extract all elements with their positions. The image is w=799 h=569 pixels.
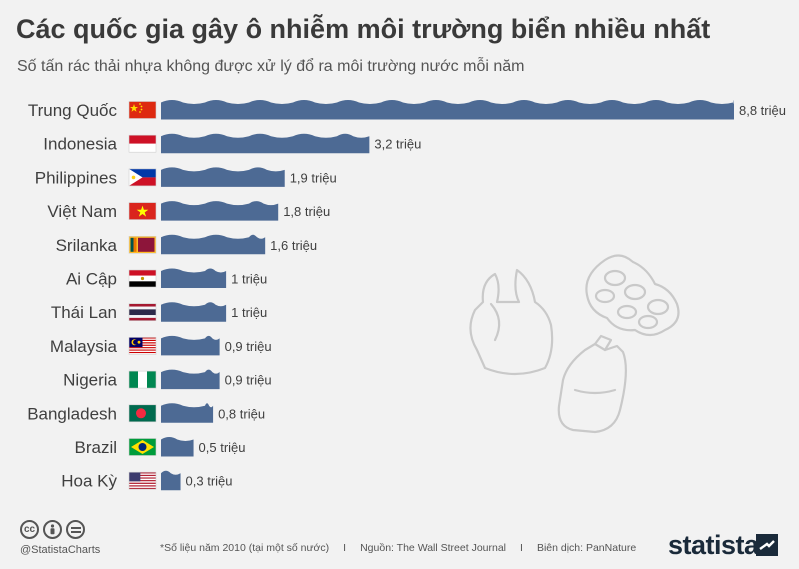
value-label: 1 triệu <box>231 305 267 320</box>
indonesia-flag-icon <box>128 134 157 153</box>
value-label: 0,3 triệu <box>186 474 233 489</box>
bar <box>161 201 279 221</box>
separator: I <box>520 542 523 554</box>
china-flag-icon <box>128 101 157 119</box>
value-label: 1,8 triệu <box>283 204 330 219</box>
translation-credit: Biên dịch: PanNature <box>536 542 637 554</box>
philippines-flag-icon <box>128 168 157 187</box>
category-label: Philippines <box>35 168 117 187</box>
bar <box>161 268 227 288</box>
category-label: Thái Lan <box>51 303 117 322</box>
source-text: Nguồn: The Wall Street Journal <box>360 542 507 554</box>
source-notes: *Số liệu năm 2010 (tại một số nước) I Nguồ… <box>160 542 636 554</box>
category-label: Ai Cập <box>66 270 117 289</box>
category-label: Indonesia <box>43 135 117 154</box>
no-derivatives-icon[interactable] <box>66 520 85 539</box>
nigeria-flag-icon <box>128 370 157 389</box>
chart-subtitle: Số tấn rác thải nhựa không được xử lý đổ… <box>17 58 525 75</box>
value-label: 0,9 triệu <box>225 339 272 354</box>
bar-chart: Trung Quốc 8,8 triệu Indonesia 3,2 triệu Phi… <box>27 100 786 491</box>
license-icons: cc <box>20 520 85 539</box>
plastic-waste-illustration <box>469 254 680 434</box>
vietnam-flag-icon <box>128 202 157 220</box>
malaysia-flag-icon <box>128 337 157 355</box>
value-label: 1,6 triệu <box>270 238 317 253</box>
bar <box>161 234 266 255</box>
value-label: 0,5 triệu <box>199 440 246 455</box>
value-label: 3,2 triệu <box>374 137 421 152</box>
srilanka-flag-icon <box>128 236 157 254</box>
value-label: 0,9 triệu <box>225 373 272 388</box>
bar <box>161 470 181 491</box>
category-label: Brazil <box>74 438 117 457</box>
category-label: Srilanka <box>56 236 118 255</box>
category-label: Việt Nam <box>47 202 117 221</box>
category-label: Malaysia <box>50 337 118 356</box>
statista-logo-mark-icon <box>756 534 778 556</box>
category-label: Hoa Kỳ <box>61 472 117 491</box>
egypt-flag-icon <box>128 269 157 288</box>
footer: cc @StatistaCharts *Số liệu năm 2010 (tạ… <box>0 512 799 569</box>
bar <box>161 302 227 322</box>
creative-commons-icon[interactable]: cc <box>20 520 39 539</box>
category-label: Bangladesh <box>27 404 117 423</box>
thailand-flag-icon <box>128 303 157 322</box>
bar <box>161 167 285 187</box>
bar <box>161 403 214 423</box>
bangladesh-flag-icon <box>128 404 157 423</box>
brazil-flag-icon <box>128 438 157 456</box>
bar <box>161 437 194 457</box>
category-label: Trung Quốc <box>28 101 118 120</box>
social-handle[interactable]: @StatistaCharts <box>20 544 101 556</box>
statista-logo[interactable]: statista <box>668 530 759 560</box>
chart-title: Các quốc gia gây ô nhiễm môi trường biển… <box>16 14 711 44</box>
bar <box>161 335 220 356</box>
separator: I <box>343 542 347 554</box>
value-label: 0,8 triệu <box>218 406 265 421</box>
bar <box>161 369 220 390</box>
value-label: 1 triệu <box>231 272 267 287</box>
value-label: 8,8 triệu <box>739 103 786 118</box>
value-label: 1,9 triệu <box>290 170 337 185</box>
data-note: *Số liệu năm 2010 (tại một số nước) <box>160 542 330 554</box>
attribution-icon[interactable] <box>43 520 62 539</box>
usa-flag-icon <box>128 471 157 490</box>
bar <box>161 100 734 120</box>
bar <box>161 133 370 154</box>
category-label: Nigeria <box>63 371 117 390</box>
